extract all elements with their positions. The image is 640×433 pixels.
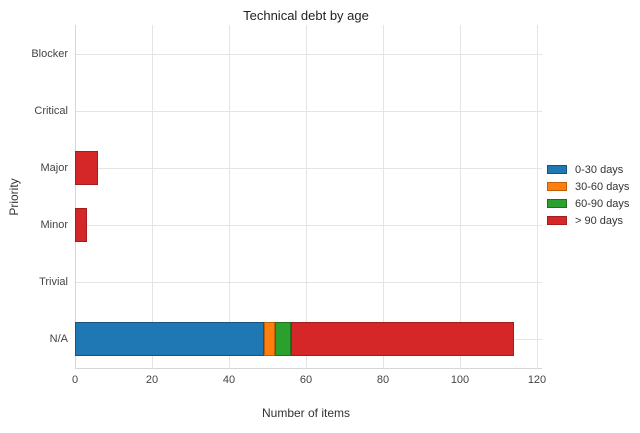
x-tick-label-120: 120 bbox=[527, 374, 547, 386]
gridline-x-60 bbox=[306, 25, 307, 368]
x-tick-label-0: 0 bbox=[71, 374, 79, 386]
y-category-label-major: Major bbox=[40, 162, 68, 174]
bar-minor-90-days[interactable] bbox=[75, 208, 87, 242]
gridline-category-blocker bbox=[75, 54, 542, 55]
legend-label-30-60-days: 30-60 days bbox=[575, 180, 630, 193]
bar-major-90-days[interactable] bbox=[75, 151, 99, 185]
legend: 0-30 days 30-60 days 60-90 days > 90 days bbox=[547, 161, 629, 229]
x-tick-label-100: 100 bbox=[450, 374, 470, 386]
legend-label-90-days: > 90 days bbox=[575, 214, 624, 227]
x-tick-label-80: 80 bbox=[376, 374, 390, 386]
y-category-label-critical: Critical bbox=[34, 105, 68, 117]
gridline-category-trivial bbox=[75, 282, 542, 283]
gridline-x-20 bbox=[152, 25, 153, 368]
gridline-x-40 bbox=[229, 25, 230, 368]
legend-item-0-30-days[interactable]: 0-30 days bbox=[547, 161, 629, 178]
legend-item-60-90-days[interactable]: 60-90 days bbox=[547, 195, 629, 212]
bar-n-a-30-60-days[interactable] bbox=[263, 322, 276, 356]
x-tick-label-20: 20 bbox=[145, 374, 159, 386]
y-category-label-minor: Minor bbox=[40, 219, 68, 231]
bar-n-a-0-30-days[interactable] bbox=[75, 322, 264, 356]
gridline-category-critical bbox=[75, 111, 542, 112]
y-category-label-n-a: N/A bbox=[49, 333, 68, 345]
gridline-category-minor bbox=[75, 225, 542, 226]
gridline-x-80 bbox=[383, 25, 384, 368]
gridline-category-major bbox=[75, 168, 542, 169]
x-axis-title: Number of items bbox=[261, 406, 351, 420]
x-axis-line bbox=[75, 368, 542, 369]
legend-swatch-90-days bbox=[547, 216, 567, 225]
gridline-x-100 bbox=[460, 25, 461, 368]
y-category-label-blocker: Blocker bbox=[31, 48, 68, 60]
x-tick-label-40: 40 bbox=[222, 374, 236, 386]
legend-swatch-60-90-days bbox=[547, 199, 567, 208]
gridline-x-120 bbox=[537, 25, 538, 368]
legend-item-90-days[interactable]: > 90 days bbox=[547, 212, 629, 229]
legend-label-0-30-days: 0-30 days bbox=[575, 163, 624, 176]
chart-title: Technical debt by age bbox=[243, 8, 369, 23]
y-axis-line bbox=[75, 25, 76, 368]
legend-swatch-30-60-days bbox=[547, 182, 567, 191]
y-category-label-trivial: Trivial bbox=[39, 276, 68, 288]
bar-n-a-90-days[interactable] bbox=[290, 322, 514, 356]
x-tick-label-60: 60 bbox=[299, 374, 313, 386]
legend-label-60-90-days: 60-90 days bbox=[575, 197, 630, 210]
bar-n-a-60-90-days[interactable] bbox=[275, 322, 291, 356]
legend-item-30-60-days[interactable]: 30-60 days bbox=[547, 178, 629, 195]
legend-swatch-0-30-days bbox=[547, 165, 567, 174]
